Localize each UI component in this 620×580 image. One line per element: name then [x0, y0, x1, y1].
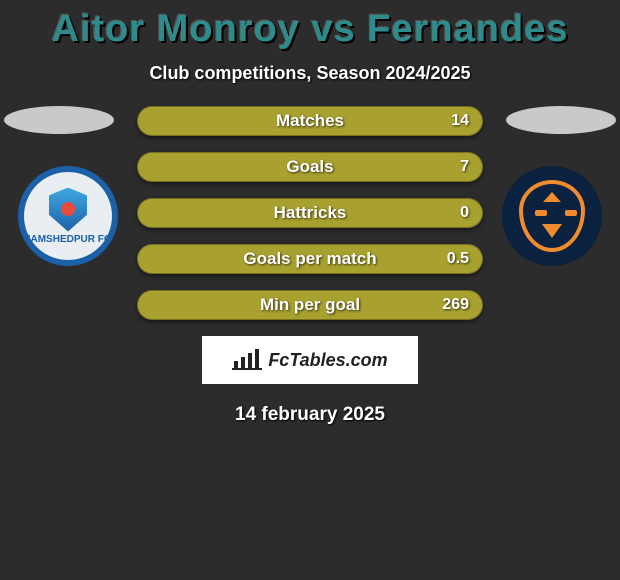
stats-bars: Matches 14 Goals 7 Hattricks 0 Goals per… — [137, 106, 483, 320]
stat-label: Matches — [137, 106, 483, 136]
club-name-left: JAMSHEDPUR FC — [25, 234, 111, 245]
stat-label: Goals — [137, 152, 483, 182]
stat-label: Hattricks — [137, 198, 483, 228]
subtitle: Club competitions, Season 2024/2025 — [0, 63, 620, 84]
stat-value: 269 — [442, 290, 469, 320]
stat-value: 7 — [460, 152, 469, 182]
player-oval-right — [506, 106, 616, 134]
stat-bar: Min per goal 269 — [137, 290, 483, 320]
stat-value: 0 — [460, 198, 469, 228]
stat-label: Goals per match — [137, 244, 483, 274]
club-badge-left: JAMSHEDPUR FC — [18, 166, 118, 266]
stat-bar: Goals per match 0.5 — [137, 244, 483, 274]
stat-bar: Matches 14 — [137, 106, 483, 136]
brand-text: FcTables.com — [268, 350, 387, 371]
goa-mascot-icon — [519, 180, 585, 252]
stat-bar: Goals 7 — [137, 152, 483, 182]
stat-value: 0.5 — [447, 244, 469, 274]
stat-bar: Hattricks 0 — [137, 198, 483, 228]
brand-box[interactable]: FcTables.com — [202, 336, 418, 384]
chart-icon — [232, 349, 262, 371]
player-oval-left — [4, 106, 114, 134]
shield-icon — [49, 188, 87, 232]
date-text: 14 february 2025 — [0, 404, 620, 426]
page-title: Aitor Monroy vs Fernandes — [0, 0, 620, 51]
comparison-arena: JAMSHEDPUR FC Matches 14 Goals 7 Hattric… — [0, 106, 620, 426]
stat-label: Min per goal — [137, 290, 483, 320]
club-badge-right — [502, 166, 602, 266]
stat-value: 14 — [451, 106, 469, 136]
